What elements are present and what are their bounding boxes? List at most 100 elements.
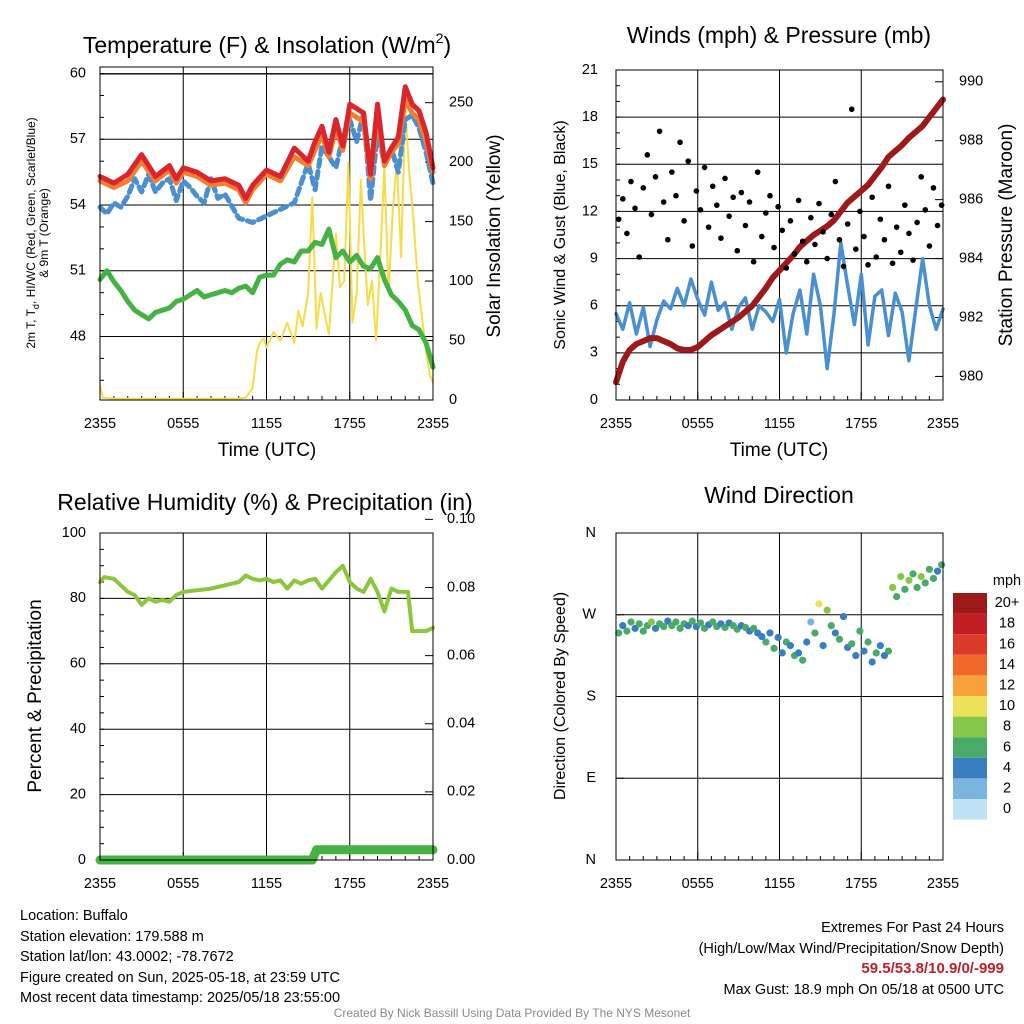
panel-1-ytick-label: 51 — [70, 263, 86, 279]
panel-1-xtick-label: 1755 — [334, 416, 366, 432]
gust-point — [746, 199, 753, 205]
temp-2m-line — [97, 84, 436, 201]
panel-4-ytick-label: N — [586, 525, 596, 541]
panel-2-yright-label: 984 — [959, 250, 983, 266]
panel-3-ytick-label: 100 — [62, 525, 86, 541]
gust-point — [779, 227, 786, 234]
panel-1-yright-label: 50 — [449, 332, 465, 348]
wind-direction-point — [933, 567, 942, 575]
gust-point — [922, 207, 929, 213]
panel-3-yright-label: 0.06 — [447, 647, 475, 663]
wind-direction-point — [627, 618, 635, 626]
gust-point — [877, 216, 884, 223]
panel-4-ytick-label: N — [586, 852, 596, 868]
gust-point — [648, 211, 655, 218]
panel-1-ylabel-right: Solar Insolation (Yellow) — [484, 134, 505, 337]
gust-point — [828, 211, 835, 218]
colorbar-unit: mph — [993, 573, 1021, 589]
wind-direction-point — [635, 620, 643, 628]
gust-point — [726, 213, 732, 219]
panel-4-xtick-label: 1755 — [845, 876, 877, 892]
wind-direction-point — [807, 618, 815, 626]
figure-created: Figure created on Sun, 2025-05-18, at 23… — [20, 969, 340, 986]
panel-3-frame — [99, 532, 434, 861]
colorbar-label: 4 — [1003, 760, 1011, 776]
gust-point — [742, 222, 749, 229]
gust-point — [934, 222, 941, 229]
wind-direction-point — [803, 638, 811, 646]
gust-point — [771, 244, 777, 251]
gust-point — [628, 178, 634, 185]
gust-point — [636, 254, 642, 260]
panel-3-ytick-label: 40 — [70, 721, 86, 737]
panel-3-ylabel: Percent & Precipitation — [25, 599, 46, 792]
wind-direction-point — [799, 656, 807, 664]
gust-point — [697, 207, 704, 213]
gust-point — [836, 236, 843, 243]
wind-direction-point — [872, 649, 880, 657]
wind-direction-point — [758, 632, 766, 641]
panel-2-xtick-label: 2355 — [927, 416, 959, 432]
extremes-subheading: (High/Low/Max Wind/Precipitation/Snow De… — [698, 940, 1004, 957]
gust-point — [750, 258, 757, 265]
panel-4-frame — [615, 532, 944, 861]
wind-direction-point — [672, 618, 680, 626]
gust-point — [664, 236, 671, 243]
colorbar-swatch — [953, 613, 987, 635]
extremes-values: 59.5/53.8/10.9/0/-999 — [861, 960, 1004, 977]
gust-point — [722, 175, 728, 182]
wind-direction-point — [938, 561, 946, 569]
gust-point — [754, 169, 761, 175]
colorbar-label: 6 — [1003, 739, 1011, 755]
panel-1-ytick-label: 54 — [70, 197, 86, 213]
panel-2-ytick-label: 12 — [582, 203, 598, 219]
gust-point — [820, 229, 826, 235]
gust-point — [861, 233, 867, 240]
panel-4-xtick-label: 2355 — [927, 876, 959, 892]
gust-point — [632, 205, 638, 212]
panel-3-xtick-label: 2355 — [84, 876, 116, 892]
wind-direction-point — [647, 618, 656, 626]
gust-point — [677, 139, 683, 146]
panel-2-ylabel-right: Station Pressure (Maroon) — [996, 124, 1017, 347]
wind-direction-point — [897, 573, 905, 581]
gust-point — [669, 169, 675, 175]
gust-point — [857, 208, 863, 215]
extremes-heading: Extremes For Past 24 Hours — [821, 920, 1004, 936]
wind-direction-point — [660, 622, 668, 631]
gust-point — [693, 188, 700, 194]
relative-humidity-line — [98, 563, 435, 634]
gust-point — [624, 230, 630, 237]
gust-point — [709, 183, 716, 190]
station-location: Location: Buffalo — [20, 908, 128, 924]
wind-direction-point — [688, 617, 696, 625]
gust-point — [881, 236, 888, 243]
gust-point — [705, 224, 712, 230]
wind-direction-point — [925, 565, 933, 573]
wind-direction-point — [905, 576, 913, 584]
panel-3-yright-label: 0.10 — [447, 511, 475, 527]
panel-1-yright-label: 0 — [449, 392, 457, 408]
gust-point — [902, 202, 908, 208]
wind-direction-point — [888, 583, 897, 592]
wind-direction-point — [815, 600, 823, 608]
panel-2-title: Winds (mph) & Pressure (mb) — [627, 22, 931, 48]
panel-1-ytick-label: 48 — [70, 328, 86, 344]
colorbar-label: 16 — [999, 636, 1015, 652]
station-latlon: Station lat/lon: 43.0002; -78.7672 — [20, 949, 234, 965]
gust-point — [758, 233, 765, 240]
colorbar-label: 12 — [999, 678, 1015, 694]
panel-3-title: Relative Humidity (%) & Precipitation (i… — [57, 489, 472, 515]
panel-4-xtick-label: 0555 — [682, 876, 714, 892]
panel-2-xtick-label: 2355 — [600, 416, 632, 432]
panel-3-ytick-label: 60 — [70, 656, 86, 672]
panel-1-yright-label: 250 — [449, 95, 473, 111]
panel-3-yright-label: 0.00 — [447, 852, 475, 868]
wind-direction-point — [835, 635, 844, 643]
wind-direction-point — [913, 583, 921, 592]
wind-direction-point — [811, 629, 819, 637]
wind-direction-point — [762, 638, 770, 646]
sonic-wind-line — [614, 241, 945, 371]
gust-point — [848, 106, 855, 113]
